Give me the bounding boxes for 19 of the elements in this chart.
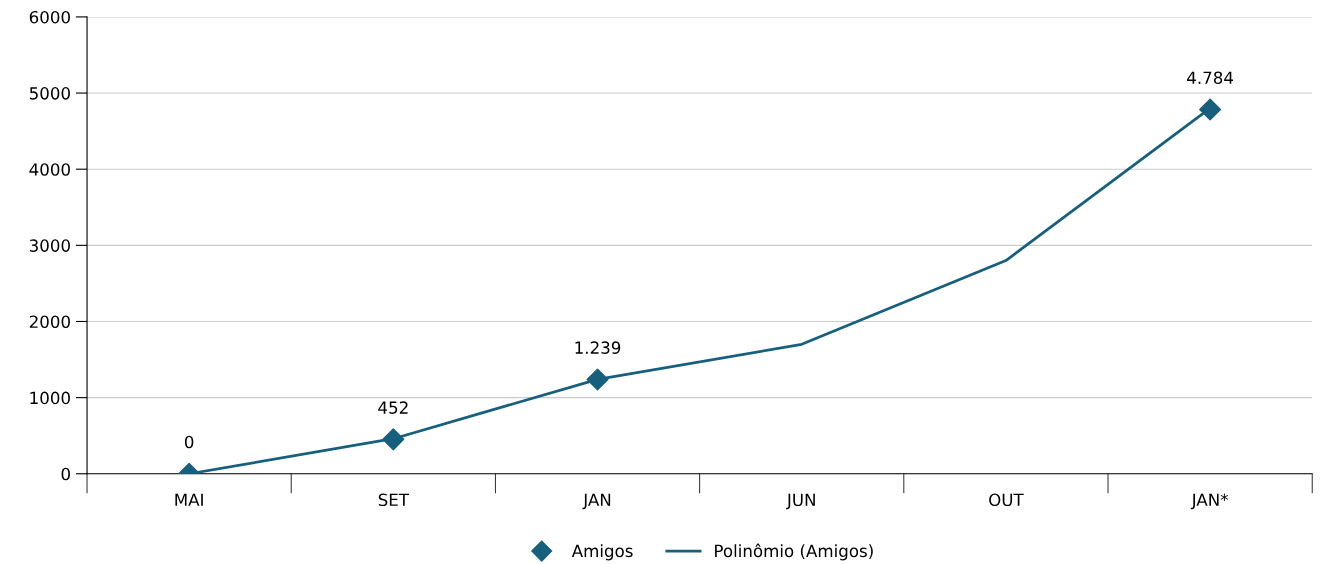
y-tick-label: 3000 (29, 239, 70, 252)
x-tick-label: MAI (175, 493, 203, 506)
y-tick-label: 1000 (30, 391, 70, 405)
data-label: 1.239 (575, 341, 621, 354)
x-tick-label: SET (378, 493, 410, 507)
x-tick-label: OUT (989, 493, 1024, 507)
y-tick-label: 4000 (29, 163, 70, 176)
data-label: 4.784 (1187, 71, 1234, 85)
data-label: 452 (378, 401, 408, 414)
legend-label: Polinômio (Amigos) (715, 543, 873, 561)
y-tick-label: 0 (61, 467, 70, 481)
y-tick-label: 5000 (29, 87, 70, 100)
y-tick-label: 6000 (29, 10, 70, 24)
y-tick-label: 2000 (29, 315, 70, 329)
x-tick-label: JAN (582, 493, 611, 510)
data-label: 0 (184, 435, 194, 449)
legend-label: Amigos (571, 544, 633, 561)
x-tick-label: JAN* (1190, 493, 1229, 510)
x-tick-label: JUN (786, 493, 815, 510)
